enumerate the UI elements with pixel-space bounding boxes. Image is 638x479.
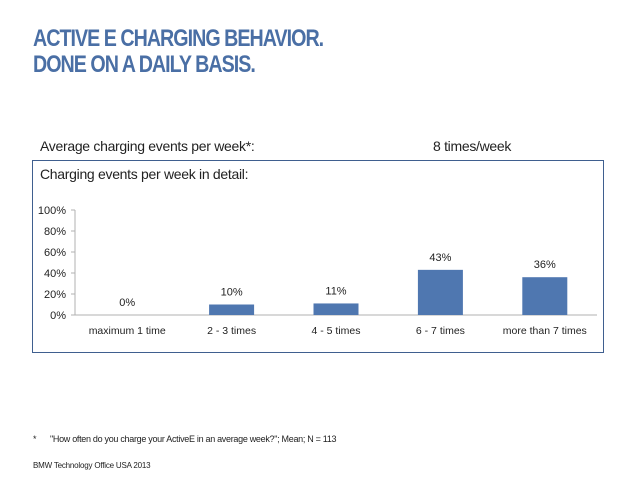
category-label: 2 - 3 times — [207, 325, 256, 337]
footnote-marker: * — [33, 434, 37, 444]
category-label: 6 - 7 times — [416, 325, 465, 337]
bar — [522, 277, 568, 315]
data-label: 10% — [221, 287, 243, 299]
average-value: 8 times/week — [433, 138, 512, 154]
footnote: * "How often do you charge your ActiveE i… — [33, 434, 337, 444]
chart-panel: Charging events per week in detail: — [32, 160, 604, 353]
y-tick-label: 100% — [38, 205, 66, 217]
bar — [209, 304, 255, 315]
data-label: 11% — [325, 285, 346, 297]
y-tick-label: 0% — [50, 310, 66, 322]
category-label: maximum 1 time — [89, 325, 166, 337]
title-line-2: DONE ON A DAILY BASIS. — [33, 51, 256, 78]
source-note: BMW Technology Office USA 2013 — [33, 461, 151, 470]
average-label: Average charging events per week*: — [40, 138, 255, 154]
y-tick-label: 40% — [44, 268, 66, 280]
title-line-1: ACTIVE E CHARGING BEHAVIOR. — [33, 25, 324, 52]
y-tick-label: 60% — [44, 247, 66, 259]
footnote-text: "How often do you charge your ActiveE in… — [50, 434, 337, 444]
bar — [417, 269, 463, 315]
slide-title: ACTIVE E CHARGING BEHAVIOR. DONE ON A DA… — [33, 25, 324, 78]
y-tick-label: 80% — [44, 226, 66, 238]
data-label: 0% — [119, 297, 135, 309]
category-label: 4 - 5 times — [311, 325, 360, 337]
bar — [313, 303, 359, 315]
y-tick-label: 20% — [44, 289, 66, 301]
data-label: 36% — [534, 259, 556, 271]
average-row: Average charging events per week*: 8 tim… — [40, 138, 520, 158]
detail-label: Charging events per week in detail: — [40, 166, 249, 182]
category-label: more than 7 times — [503, 325, 587, 337]
data-label: 43% — [429, 252, 451, 264]
